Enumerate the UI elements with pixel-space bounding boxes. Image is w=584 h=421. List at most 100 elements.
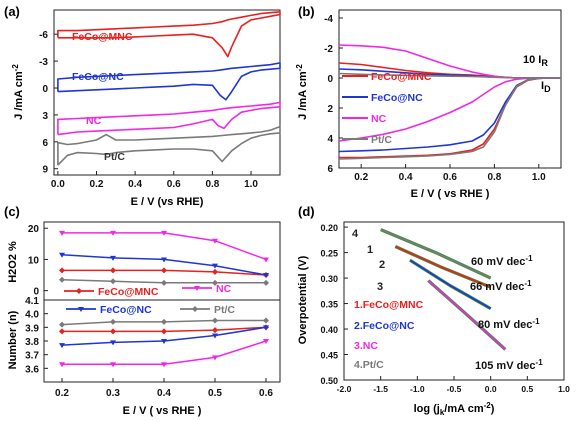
y-tick-label: 0	[327, 74, 333, 85]
panel-b: (b) 0.2 0.4 0.6 0.8 1.0 -4 -2 0 2 4 6 E / V ( vs R…	[295, 4, 562, 200]
y-tick-label: 3	[42, 111, 48, 122]
slope-label-4: 105 mV dec-1	[475, 358, 543, 372]
panel-d-annotations: 12 3 4 1.FeCo@MNC 2.FeCo@NC 3.NC 4.Pt/C 60 mV d…	[352, 228, 543, 372]
x-tick-label: 0.6	[259, 388, 273, 399]
legend-label-nc: NC	[371, 113, 387, 125]
h2o2-point-feco-mnc	[59, 267, 65, 274]
slope-label-sup: -1	[532, 317, 540, 326]
panel-d: (d) -2.0 -1.5 -1.0 -0.5 0.0 0.5 1.0 0.20 0.25 0.3…	[297, 204, 570, 417]
legend-label-feco-mnc: FeCo@MNC	[98, 286, 159, 298]
tafel-curve-1-feco-mnc	[394, 245, 492, 288]
panel-c-axes: 0.2 0.3 0.4 0.5 0.6 0 10 20 3.6 3.7 3.8 3.9 4.0 4.1	[25, 224, 273, 399]
y-tick-label: 0.25	[320, 249, 338, 259]
n-point-feco-mnc	[59, 328, 65, 335]
x-tick-label: 0.2	[354, 172, 368, 183]
panel-a-xlabel: E / V (vs RHE)	[131, 196, 204, 208]
n-point-nc	[161, 362, 167, 368]
legend-label-2-feco-nc: 2.FeCo@NC	[354, 320, 415, 332]
panel-a-ylabel-sup: -2	[11, 64, 20, 72]
x-tick-label: 0.4	[399, 172, 413, 183]
panel-b-legend: FeCo@MNC FeCo@NC NC Pt/C	[342, 71, 432, 146]
y-tick-label-top: 20	[28, 224, 40, 235]
x-tick-label: 0.5	[521, 384, 533, 394]
n-point-feco-mnc	[212, 327, 218, 334]
y-tick-label-bottom: 3.9	[25, 323, 39, 334]
panel-a-curves	[57, 11, 281, 166]
n-point-feco-nc	[263, 325, 269, 331]
panel-a-label-fecomnc: FeCo@MNC	[72, 31, 133, 43]
y-tick-label: 9	[42, 165, 48, 176]
h2o2-point-pt-c	[263, 279, 269, 286]
slope-label-1: 60 mV dec-1	[471, 254, 533, 268]
legend-label-nc: NC	[216, 283, 232, 295]
legend-label-feco-mnc: FeCo@MNC	[371, 71, 432, 83]
panel-d-xlabel-end: )	[491, 403, 495, 415]
panel-a-label-feconc: FeCo@NC	[72, 71, 124, 83]
y-tick-label-top: 0	[33, 287, 39, 298]
y-tick-label: 0.40	[320, 325, 338, 335]
panel-d-xlabel-rest: /mA cm	[444, 403, 484, 415]
n-point-nc	[263, 339, 269, 344]
panel-b-annot-ir: 10 IR	[523, 54, 548, 68]
h2o2-point-pt-c	[110, 278, 116, 285]
slope-label-main: 60 mV dec	[471, 256, 525, 268]
h2o2-point-feco-mnc	[212, 268, 218, 275]
curve-feco-mnc	[57, 11, 281, 58]
panel-c-legend: FeCo@MNC NC FeCo@NC Pt/C	[64, 283, 235, 316]
n-point-feco-nc	[212, 333, 218, 339]
line-number-1: 1	[367, 244, 373, 256]
y-tick-label: -6	[39, 30, 48, 41]
h2o2-point-nc	[212, 238, 218, 244]
n-point-nc	[212, 355, 218, 361]
h2o2-point-feco-nc	[110, 255, 116, 261]
h2o2-point-feco-nc	[212, 263, 218, 269]
panel-b-annot-ir-main: 10 I	[523, 54, 541, 66]
h2o2-point-feco-nc	[263, 273, 269, 279]
n-point-nc	[59, 362, 65, 368]
slope-label-2: 66 mV dec-1	[470, 279, 532, 293]
y-tick-label: 6	[327, 164, 333, 175]
panel-a-label-nc: NC	[86, 115, 102, 127]
panel-d-xlabel-sub: k	[440, 408, 445, 417]
n-point-feco-nc	[59, 343, 65, 349]
y-tick-label: 6	[42, 138, 48, 149]
y-tick-label: 2	[327, 104, 333, 115]
panel-b-ylabel: J /mA cm-2	[295, 64, 309, 120]
panel-c: (c) 0.2 0.3 0.4 0.5 0.6 0 10 20 3.6 3.7 3.8 3.9 4.0 4…	[4, 204, 281, 417]
n-point-pt-c	[263, 317, 269, 324]
slope-label-main: 80 mV dec	[478, 319, 532, 331]
ring-curve-pt-c	[338, 72, 561, 79]
n-point-feco-mnc	[161, 328, 167, 335]
y-tick-label: 0	[42, 84, 48, 95]
x-tick-label: 0.5	[208, 388, 222, 399]
x-tick-label: -1.5	[373, 384, 388, 394]
h2o2-point-feco-mnc	[110, 267, 116, 274]
panel-b-annot-id-main: I	[541, 80, 544, 92]
h2o2-point-pt-c	[59, 276, 65, 283]
n-point-feco-nc	[161, 339, 167, 344]
panel-c-curves	[59, 230, 269, 368]
panel-a: (a) 0.0 0.2 0.4 0.6 0.8 1.0 -6 -3 0 3 6 9 E / V (vs…	[4, 4, 281, 208]
panel-b-ylabel-main: J /mA cm	[297, 71, 309, 120]
panel-a-axes: 0.0 0.2 0.4 0.6 0.8 1.0 -6 -3 0 3 6 9	[39, 30, 258, 190]
tafel-curve-3-nc	[427, 280, 506, 350]
panel-c-xlabel: E / V ( vs RHE )	[123, 405, 202, 417]
legend-label-feco-nc: FeCo@NC	[100, 304, 152, 316]
panel-a-ylabel: J /mA cm-2	[11, 64, 25, 120]
y-tick-label: 0.30	[320, 274, 338, 284]
x-tick-label: 0.8	[487, 172, 501, 183]
panel-a-ylabel-main: J /mA cm	[13, 71, 25, 120]
panel-a-label-ptc: Pt/C	[104, 151, 125, 163]
slope-label-sup: -1	[525, 254, 533, 263]
x-tick-label: 0.2	[55, 388, 69, 399]
n-curve-nc	[62, 340, 267, 365]
x-tick-label: 0.4	[157, 388, 171, 399]
tafel-curve-4-pt-c	[380, 228, 492, 279]
h2o2-point-pt-c	[212, 279, 218, 286]
n-point-pt-c	[212, 317, 218, 324]
y-tick-label: 0.50	[320, 376, 338, 386]
x-tick-label: 0.4	[128, 179, 142, 190]
panel-c-ylabel-top: H2O2 %	[7, 241, 19, 283]
x-tick-label: -0.5	[447, 384, 462, 394]
